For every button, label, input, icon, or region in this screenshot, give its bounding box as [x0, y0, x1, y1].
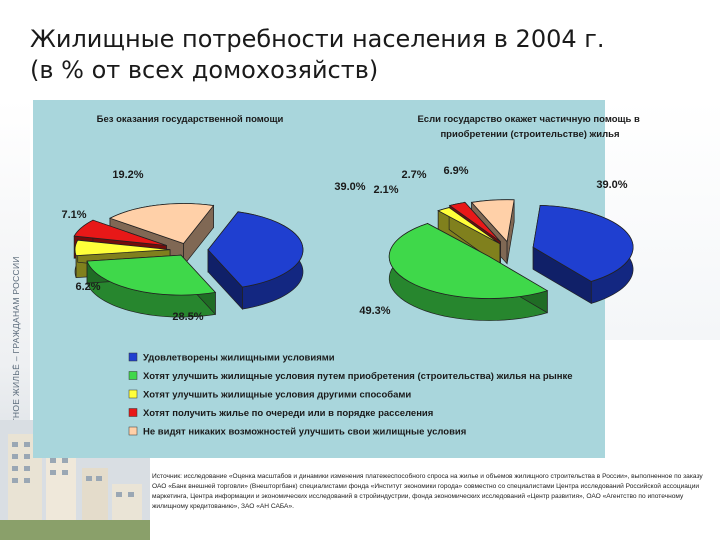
pie-2-slice-1	[532, 204, 634, 282]
pie-2: 39.0% 49.3% 2.1%2.7% 6.9%	[359, 165, 634, 321]
pie-1-slice-4	[73, 219, 167, 246]
legend-item-3: Хотят улучшить жилищные условия другими …	[143, 390, 411, 401]
pie-2-slice-4	[448, 201, 501, 242]
legend-item-4: Хотят получить жилье по очереди или в по…	[143, 408, 433, 419]
pie-2-label-3: 2.1%	[373, 184, 398, 196]
pie-2-label-5: 6.9%	[443, 165, 468, 177]
pie-1-label-2: 28.5%	[172, 311, 203, 323]
legend-swatch-1	[128, 352, 138, 362]
pie-1-slice-1	[207, 211, 304, 288]
legend-item-5: Не видят никаких возможностей улучшить с…	[143, 427, 466, 438]
chart-1-title: Без оказания государственной помощи	[97, 114, 284, 125]
legend-item-1: Удовлетворены жилищными условиями	[143, 353, 335, 364]
legend-swatch-2	[128, 371, 138, 380]
pie-2-label-4: 2.7%	[401, 169, 426, 181]
legend-swatch-3	[128, 389, 138, 399]
pie-1-slice-3	[74, 239, 171, 257]
title-line-2: (в % от всех домохозяйств)	[30, 56, 379, 84]
chart-2-title-text-2: приобретении (строительстве) жилья	[440, 129, 619, 140]
pie-1: 39.0% 28.5% 6.2% 7.1% 19.2%	[61, 169, 365, 323]
pie-1-slice-2	[86, 254, 217, 296]
title-line-1: Жилищные потребности населения в 2004 г.	[30, 25, 605, 53]
legend-swatch-4	[128, 408, 138, 417]
source-note: Источник: исследование «Оценка масштабов…	[152, 473, 703, 510]
chart-2-title-text: Если государство окажет частичную помощь…	[417, 114, 640, 125]
pie-2-slice-5	[470, 199, 515, 243]
legend-swatch-5	[128, 426, 138, 436]
pie-2-label-2: 49.3%	[359, 305, 390, 317]
pie-1-slice-5	[108, 203, 215, 245]
pie-2-label-1: 39.0%	[596, 179, 627, 191]
pie-1-label-5: 19.2%	[112, 169, 143, 181]
page-title: Жилищные потребности населения в 2004 г.…	[30, 24, 700, 86]
right-decor-panel	[605, 100, 720, 340]
pie-2-slice-3	[437, 207, 501, 245]
pie-1-label-4: 7.1%	[61, 209, 86, 221]
pie-1-label-3: 6.2%	[75, 281, 100, 293]
legend-item-2: Хотят улучшить жилищные условия путем пр…	[143, 371, 573, 382]
pie-1-label-1: 39.0%	[334, 181, 365, 193]
chart-2-title: Если государство окажет частичную помощь…	[417, 114, 642, 140]
pie-2-slice-2	[388, 223, 549, 299]
